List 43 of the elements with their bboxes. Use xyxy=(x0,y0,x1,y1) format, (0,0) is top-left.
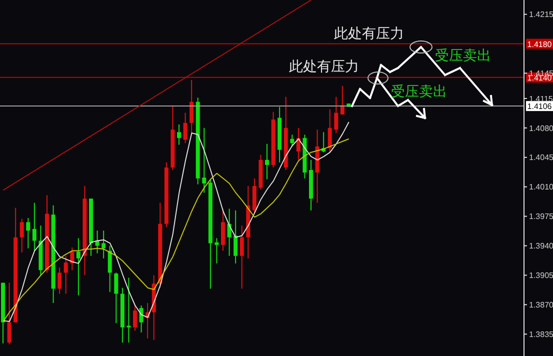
text: 受压卖出 xyxy=(435,48,491,64)
ref-line-label: 1.4180 xyxy=(527,40,552,49)
annotation: 此处有压力 xyxy=(289,59,359,75)
candlestick xyxy=(334,96,338,134)
y-tick-label: 1.4215 xyxy=(529,10,553,20)
ref-line-label: 1.4106 xyxy=(527,102,552,112)
candlestick xyxy=(76,238,80,296)
y-tick-label: 1.3870 xyxy=(529,300,553,310)
y-tick-label: 1.4080 xyxy=(529,124,553,133)
candlestick xyxy=(221,208,225,252)
candlestick xyxy=(58,267,62,294)
candlestick xyxy=(114,272,118,324)
candlestick xyxy=(108,245,112,293)
y-tick-label: 1.4010 xyxy=(529,182,553,192)
candlestick xyxy=(177,124,181,146)
candlestick xyxy=(328,108,332,153)
candlestick xyxy=(190,79,194,134)
y-tick-label: 1.3905 xyxy=(529,271,553,280)
y-tick-label: 1.3940 xyxy=(529,242,553,251)
candlestick xyxy=(126,277,131,344)
candlestick xyxy=(183,112,188,144)
candlestick xyxy=(20,218,24,253)
y-tick-label: 1.4115 xyxy=(529,94,553,104)
y-tick-label: 1.3835 xyxy=(529,330,553,339)
candlestick xyxy=(102,230,106,259)
text: 受压卖出 xyxy=(391,84,447,100)
candlestick xyxy=(64,255,68,294)
candlestick xyxy=(70,246,74,271)
candlestick xyxy=(202,127,206,194)
candlestick xyxy=(240,225,244,290)
candlestick xyxy=(133,305,137,332)
candlestick xyxy=(32,202,36,252)
candlestick xyxy=(340,85,344,115)
candlestick xyxy=(26,217,30,249)
candlestick xyxy=(214,238,219,264)
candlestick xyxy=(290,134,294,147)
y-tick-label: 1.3975 xyxy=(529,212,553,222)
candlestick xyxy=(265,143,269,180)
candlestick xyxy=(234,210,238,264)
y-tick-label: 1.4045 xyxy=(529,153,553,162)
candlestick xyxy=(7,282,12,345)
candlestick xyxy=(139,305,144,333)
annotation: 此处有压力 xyxy=(334,26,404,42)
